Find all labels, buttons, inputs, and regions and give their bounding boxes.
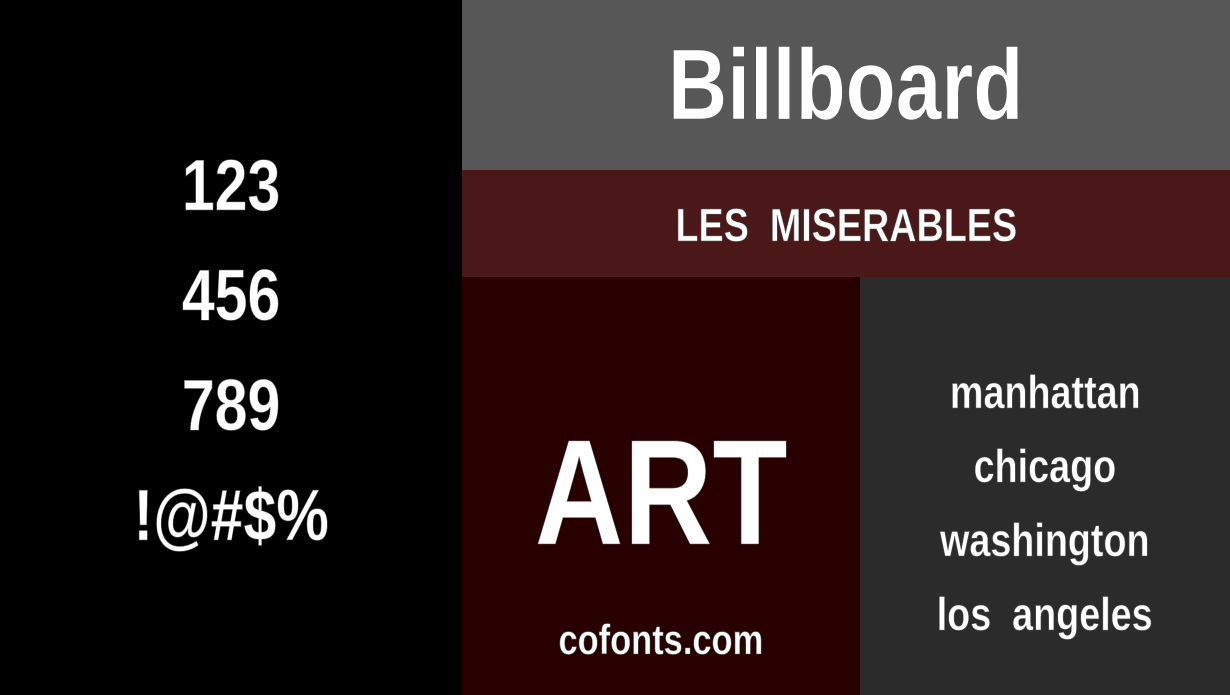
font-title: Billboard — [668, 29, 1024, 141]
sample-symbols: !@#$% — [133, 476, 329, 556]
left-panel: 123 456 789 !@#$% — [0, 0, 462, 695]
art-panel: ART cofonts.com — [462, 277, 860, 695]
site-name: cofonts.com — [558, 616, 764, 663]
sample-digits-123: 123 — [181, 146, 281, 226]
title-panel: Billboard — [462, 0, 1230, 170]
cities-panel: manhattan chicago washington los angeles — [860, 277, 1230, 695]
city-washington: washington — [940, 514, 1150, 566]
band-panel: LES MISERABLES — [462, 170, 1230, 277]
band-text: LES MISERABLES — [675, 199, 1017, 251]
city-los-angeles: los angeles — [937, 588, 1153, 640]
sample-digits-456: 456 — [181, 256, 281, 336]
city-chicago: chicago — [973, 440, 1117, 492]
sample-digits-789: 789 — [181, 366, 281, 446]
art-word: ART — [534, 408, 788, 576]
city-manhattan: manhattan — [949, 366, 1141, 418]
